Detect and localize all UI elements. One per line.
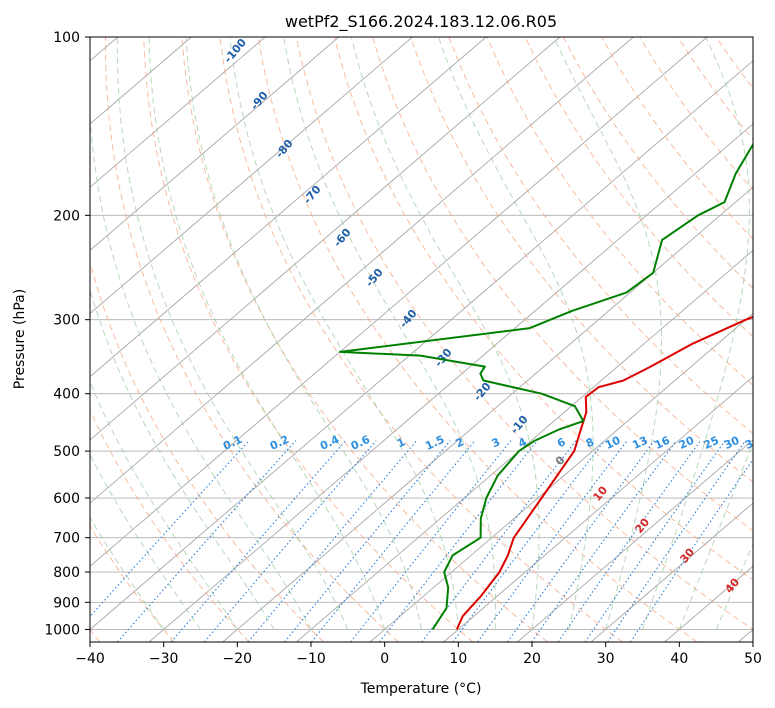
dry-adiabat-line	[410, 37, 753, 483]
mixing-ratio-line	[557, 440, 701, 642]
moist-adiabat-line	[678, 441, 753, 630]
moist-adiabat-line	[283, 37, 496, 630]
x-tick-label: 10	[449, 651, 467, 667]
x-tick-label: 20	[523, 651, 541, 667]
dewpoint-profile-line	[339, 142, 753, 630]
isotherm-line	[517, 439, 753, 642]
moist-adiabat-line	[642, 37, 750, 630]
y-tick-label: 600	[53, 491, 80, 507]
mixing-ratio-label: 20	[677, 434, 697, 452]
mixing-ratio-line	[477, 440, 628, 642]
dry-adiabat-lines	[90, 37, 753, 642]
mixing-ratio-label: 10	[603, 434, 623, 452]
moist-adiabat-lines	[90, 37, 753, 630]
moist-adiabat-line	[185, 37, 422, 630]
mixing-ratio-line	[310, 440, 476, 642]
mixing-ratio-label: 13	[630, 434, 649, 452]
dry-adiabat-line	[372, 37, 753, 532]
y-tick-label: 100	[53, 30, 80, 46]
moist-adiabat-line	[90, 453, 201, 630]
moist-adiabat-line	[90, 516, 165, 630]
x-tick-label: −30	[149, 651, 179, 667]
chart-title: wetPf2_S166.2024.183.12.06.R05	[285, 12, 557, 32]
mixing-ratio-line	[90, 440, 250, 618]
moist-adiabat-line	[90, 288, 275, 630]
isotherm-line	[90, 37, 634, 504]
isotherm-line	[90, 37, 413, 315]
mixing-ratio-line	[452, 440, 606, 642]
x-tick-label: −10	[296, 651, 326, 667]
isotherm-line	[148, 123, 753, 642]
y-axis-ticks: 100 200 300 400 500 600 700 800 900 1000	[44, 30, 90, 638]
mixing-ratio-line	[630, 458, 753, 642]
moist-adiabat-line	[715, 542, 753, 630]
plot-background	[90, 37, 753, 642]
y-tick-label: 700	[53, 531, 80, 547]
x-tick-label: 40	[670, 651, 688, 667]
y-tick-label: 400	[53, 387, 80, 403]
x-axis-ticks: −40 −30 −20 −10 0 10 20 30 40 50	[75, 642, 762, 667]
mixing-ratio-line	[116, 440, 297, 642]
mixing-ratio-line	[379, 440, 538, 642]
moist-adiabat-line	[90, 106, 312, 630]
moist-adiabat-line	[148, 37, 386, 630]
dry-adiabat-line	[90, 525, 175, 642]
temperature-profile-line	[455, 315, 753, 630]
mixing-ratio-label: 36	[743, 434, 763, 452]
isotherm-line	[90, 37, 708, 567]
mixing-ratio-line	[607, 440, 746, 642]
dry-adiabat-line	[143, 37, 474, 642]
isotherm-line	[90, 37, 561, 441]
mixing-ratio-line	[507, 440, 655, 642]
plot-frame	[89, 36, 754, 643]
profile-series	[339, 142, 753, 630]
mixing-ratio-label: 16	[653, 434, 673, 452]
isotherm-line	[369, 312, 753, 642]
dry-adiabat-line	[90, 260, 324, 642]
y-tick-label: 1000	[44, 622, 80, 638]
mixing-ratio-line	[584, 440, 726, 642]
mixing-ratio-label: 30	[722, 434, 742, 452]
y-axis-label: Pressure (hPa)	[12, 289, 28, 389]
dry-adiabat-line	[181, 37, 549, 642]
dry-adiabat-line	[333, 37, 753, 581]
dry-adiabat-line	[90, 408, 250, 642]
x-tick-label: −20	[223, 651, 253, 667]
isotherm-line	[90, 60, 753, 631]
dry-adiabat-line	[295, 37, 753, 631]
y-tick-label: 900	[53, 595, 80, 611]
dry-adiabat-line	[105, 37, 399, 642]
y-tick-label: 300	[53, 313, 80, 329]
moist-adiabat-line	[350, 37, 540, 630]
mixing-ratio-label: 25	[702, 434, 721, 452]
x-tick-label: 50	[744, 651, 762, 667]
isotherm-line	[90, 37, 487, 378]
isotherm-line	[443, 376, 753, 642]
x-tick-label: 0	[380, 651, 389, 667]
dry-adiabat-line	[257, 37, 698, 642]
dry-adiabat-line	[219, 37, 623, 642]
isotherm-line	[90, 37, 340, 251]
y-tick-label: 800	[53, 565, 80, 581]
mixing-ratio-line	[170, 440, 346, 642]
pressure-gridlines	[90, 37, 753, 630]
moist-adiabat-line	[229, 37, 459, 630]
x-axis-label: Temperature (°C)	[360, 681, 482, 697]
isotherm-line	[590, 502, 753, 642]
y-tick-label: 200	[53, 208, 80, 224]
isotherm-line	[90, 37, 266, 188]
y-tick-label: 500	[53, 444, 80, 460]
moist-adiabat-line	[90, 380, 238, 630]
mixing-ratio-line	[284, 440, 451, 642]
x-tick-label: −40	[75, 651, 105, 667]
mixing-ratio-lines	[90, 440, 753, 642]
isotherm-line	[222, 186, 753, 642]
moist-adiabat-line	[553, 37, 662, 630]
x-tick-label: 30	[597, 651, 615, 667]
moist-adiabat-line	[438, 37, 594, 630]
